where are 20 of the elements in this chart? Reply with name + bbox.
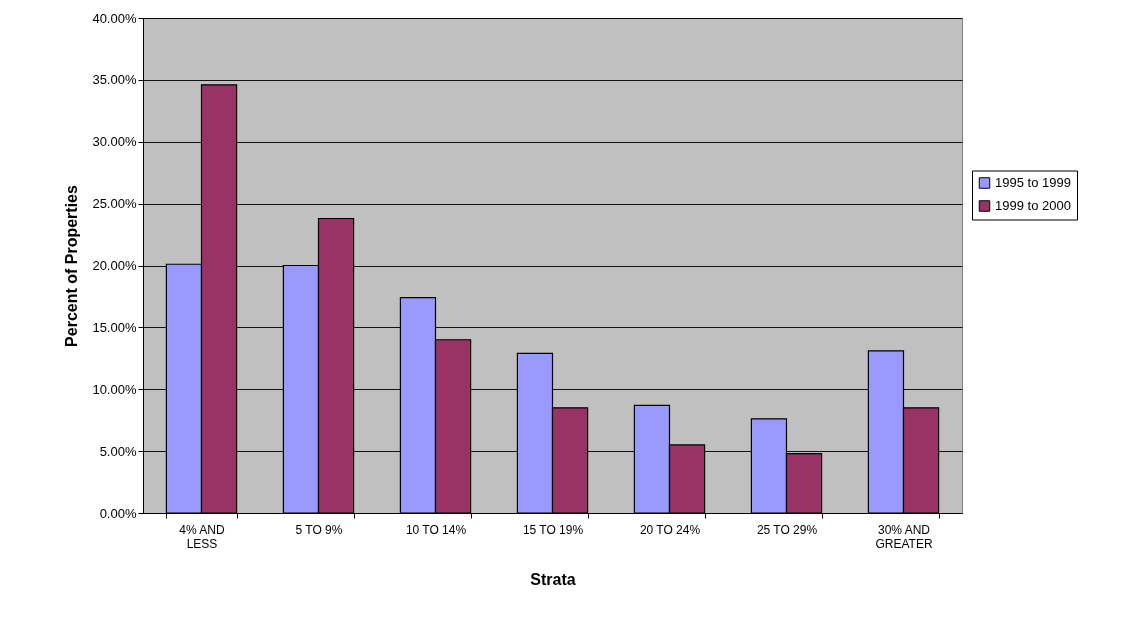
- y-tick-label: 40.00%: [92, 10, 137, 26]
- x-tick-label: 4% AND LESS: [179, 522, 226, 551]
- y-tick-label: 0.00%: [99, 505, 137, 521]
- y-tick-label: 10.00%: [92, 381, 137, 397]
- x-tick-label: 10 TO 14%: [405, 522, 467, 537]
- y-tick-label: 20.00%: [92, 258, 137, 273]
- y-tick-label: 5.00%: [99, 443, 137, 459]
- y-tick-label: 35.00%: [92, 72, 137, 88]
- x-tick-label: 5 TO 9%: [295, 522, 343, 537]
- legend-label: 1999 to 2000: [995, 198, 1071, 213]
- x-tick-label: 25 TO 29%: [756, 522, 818, 537]
- x-tick-label: 30% AND GREATER: [875, 522, 933, 551]
- x-tick-label: 15 TO 19%: [522, 522, 584, 537]
- y-tick-label: 15.00%: [92, 319, 137, 335]
- y-tick-label: 25.00%: [92, 196, 137, 212]
- legend-label: 1995 to 1999: [995, 175, 1071, 190]
- x-tick-label: 20 TO 24%: [639, 522, 701, 537]
- y-axis-title: Percent of Properties: [63, 184, 81, 347]
- y-tick-label: 30.00%: [92, 134, 137, 150]
- x-axis-title: Strata: [530, 570, 576, 588]
